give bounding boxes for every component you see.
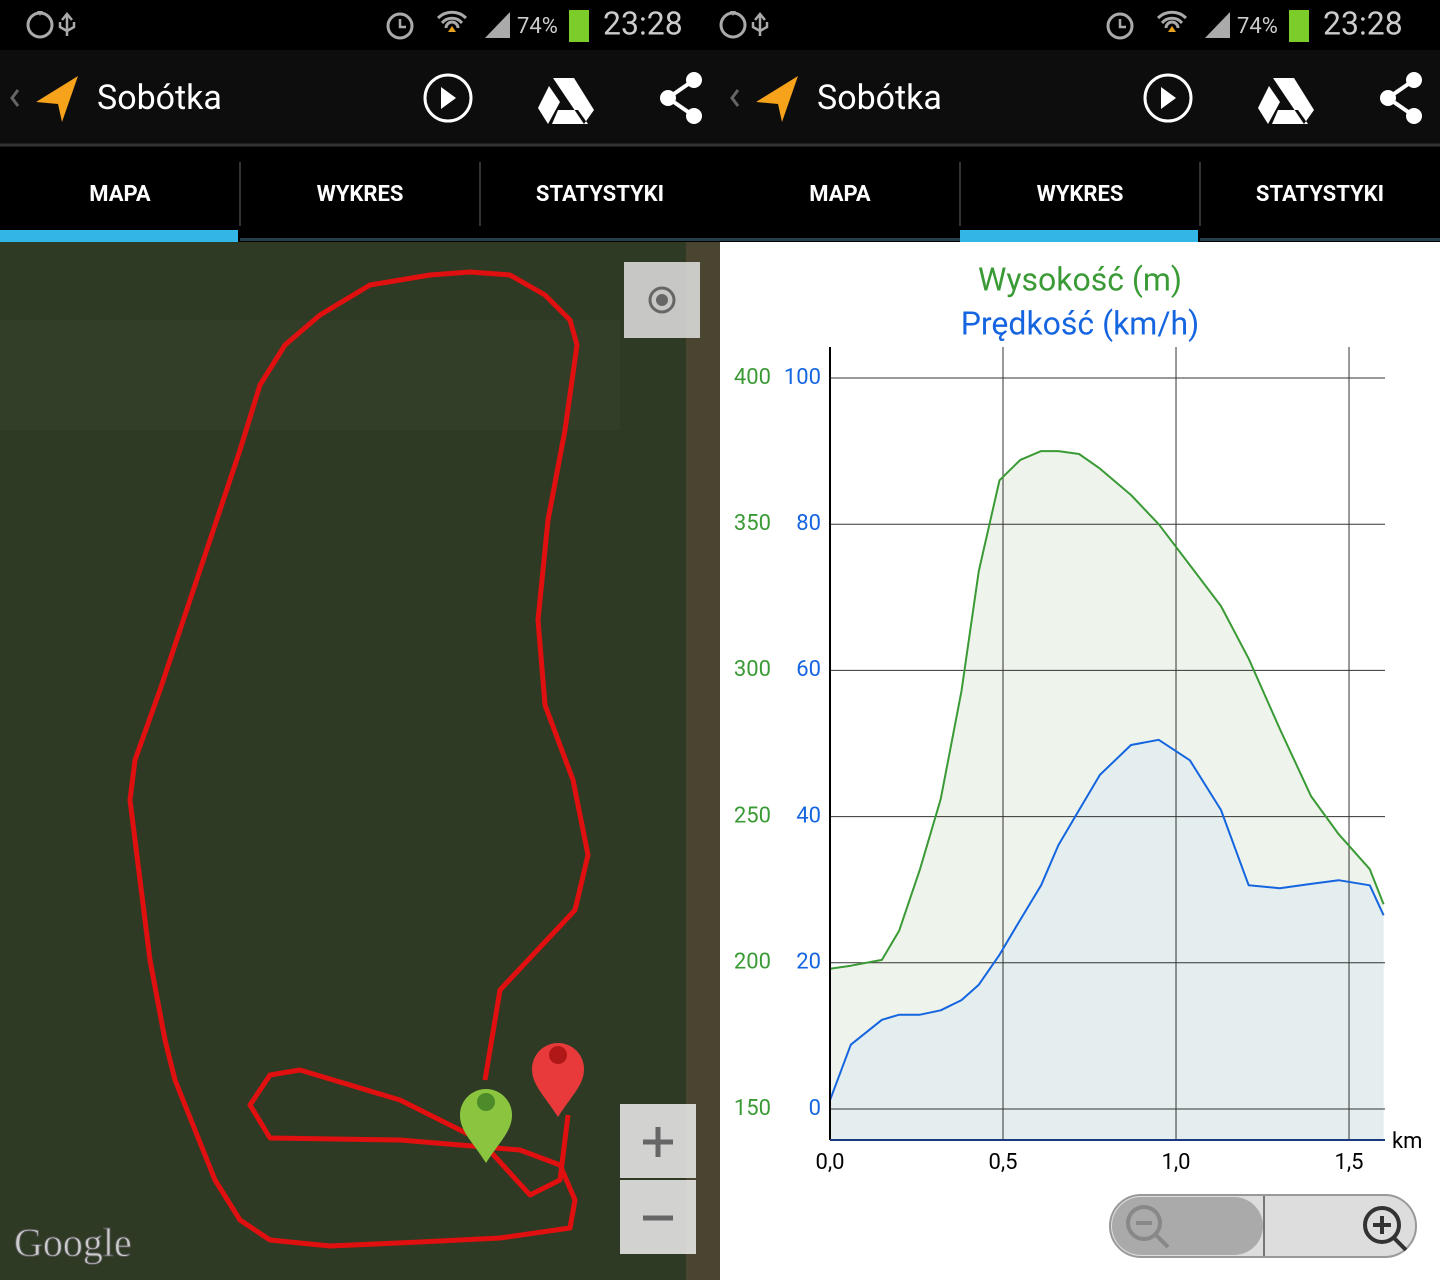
clock: 23:28 [603, 4, 683, 42]
chart: 150 200 250 300 350 400 0 20 40 60 80 100 0,0 0,5 1,0 1… [734, 347, 1385, 1175]
x-tick-label: 1,0 [1161, 1150, 1190, 1175]
battery-level: 74% [1237, 14, 1278, 39]
y2-tick-label: 60 [796, 657, 821, 682]
y2-tick-label: 0 [809, 1096, 821, 1121]
tab-label: STATYSTYKI [1256, 182, 1384, 207]
y-tick-label: 350 [734, 511, 771, 536]
end-marker-dot [549, 1046, 567, 1064]
battery-icon [569, 10, 589, 42]
tab-bar [720, 145, 1440, 242]
app-title: Sobótka [97, 78, 222, 118]
chart-title: Wysokość (m) [978, 260, 1182, 298]
y2-tick-label: 80 [796, 511, 821, 536]
tab-label: MAPA [809, 182, 871, 207]
tab-label: WYKRES [317, 182, 404, 207]
system-chrome: 74% 23:28 Sobótka MAPA WYKRES STATYSTYKI 74% 23… [0, 0, 1440, 242]
y-tick-label: 250 [734, 803, 771, 828]
tab-indicator [960, 230, 1198, 242]
status-bar [0, 0, 720, 50]
tab-underline [240, 238, 480, 241]
tab-label: MAPA [89, 182, 151, 207]
tab-bar [0, 145, 720, 242]
app-bar [720, 50, 1440, 145]
chart-subtitle: Prędkość (km/h) [961, 304, 1200, 342]
y2-tick-label: 100 [784, 365, 821, 390]
tab-underline [480, 238, 720, 241]
start-marker-dot [477, 1093, 495, 1111]
map-field [0, 320, 620, 430]
series-line [829, 738, 1385, 1101]
my-location-icon [648, 286, 676, 314]
map-attribution: Google [14, 1220, 132, 1265]
tab-underline [720, 238, 960, 241]
app-bar [0, 50, 720, 145]
clock: 23:28 [1323, 4, 1403, 42]
zoom-in-icon [1363, 1206, 1401, 1244]
x-axis-label: km [1392, 1129, 1422, 1154]
my-location-icon-dot [656, 294, 668, 306]
zoom-in-icon-lines [1373, 1216, 1408, 1252]
x-tick-label: 0,0 [815, 1150, 844, 1175]
tab-underline [1200, 238, 1440, 241]
chart-zoom-out[interactable] [1112, 1197, 1263, 1255]
status-bar [720, 0, 1440, 50]
zoom-out-icon-lines [1136, 1221, 1170, 1249]
zoom-out-icon [1126, 1205, 1162, 1241]
y-tick-label: 300 [734, 657, 771, 682]
tab-label: WYKRES [1037, 182, 1124, 207]
app-title: Sobótka [817, 78, 942, 118]
y-tick-label: 200 [734, 950, 771, 975]
tab-indicator [0, 230, 238, 242]
zoom-icons [643, 1127, 673, 1221]
track-path [127, 269, 591, 1249]
battery-icon [1289, 10, 1309, 42]
x-tick-label: 1,5 [1334, 1150, 1363, 1175]
x-tick-label: 0,5 [988, 1150, 1017, 1175]
y2-tick-label: 20 [796, 950, 821, 975]
series-line [829, 450, 1385, 970]
y-tick-label: 400 [734, 365, 771, 390]
y2-tick-label: 40 [796, 803, 821, 828]
series-area [830, 739, 1384, 1140]
battery-level: 74% [517, 14, 558, 39]
y-tick-label: 150 [734, 1096, 771, 1121]
tab-label: STATYSTYKI [536, 182, 664, 207]
